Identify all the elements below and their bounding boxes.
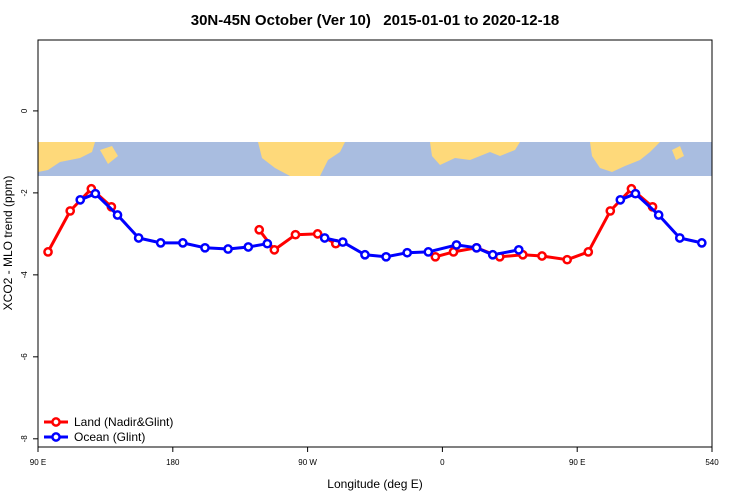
data-point [674, 233, 685, 243]
data-point [430, 251, 441, 262]
chart-title: 30N-45N October (Ver 10) 2015-01-01 to 2… [191, 12, 560, 29]
data-point [254, 224, 265, 235]
data-point [133, 233, 144, 243]
data-point [43, 247, 53, 257]
x-tick-label: 540 [705, 458, 719, 467]
plot-frame [37, 39, 713, 448]
y-axis-label: XCO2 - MLO trend (ppm) [1, 176, 15, 311]
legend-label: Ocean (Glint) [74, 430, 145, 444]
data-point [75, 194, 86, 205]
data-point [471, 242, 482, 253]
y-tick-label: 0 [20, 108, 29, 113]
data-point [243, 242, 254, 252]
y-tick-label: -6 [20, 353, 29, 361]
data-point [360, 249, 370, 260]
x-tick-label: 90 E [569, 458, 585, 467]
data-point [290, 229, 301, 240]
data-point [312, 229, 323, 239]
data-point [112, 210, 123, 220]
data-point [487, 249, 498, 260]
y-tick-label: -2 [20, 189, 29, 197]
data-point [337, 237, 348, 247]
data-point [402, 247, 413, 258]
data-point [155, 238, 166, 248]
data-point [269, 245, 280, 255]
data-point [653, 210, 664, 220]
y-tick-label: -4 [20, 271, 29, 279]
data-point [177, 238, 188, 248]
x-axis-label: Longitude (deg E) [327, 477, 422, 491]
data-point [262, 238, 273, 249]
data-point [319, 233, 330, 243]
data-point [381, 251, 391, 262]
data-point [630, 188, 641, 199]
data-point [537, 251, 547, 261]
data-point [696, 238, 707, 248]
data-point [583, 247, 594, 257]
data-point [65, 206, 76, 216]
series-line [79, 192, 703, 259]
data-point [562, 254, 573, 265]
y-tick-label: -8 [20, 435, 29, 443]
series-line [46, 187, 654, 262]
legend-marker [51, 417, 61, 427]
x-tick-label: 180 [166, 458, 180, 467]
data-point [90, 188, 101, 199]
data-point [513, 245, 524, 255]
data-point [615, 194, 626, 205]
data-point [200, 242, 210, 253]
legend-label: Land (Nadir&Glint) [74, 415, 173, 429]
data-point [423, 247, 434, 257]
data-point [223, 244, 233, 254]
legend-marker [51, 432, 61, 442]
data-point [605, 206, 616, 216]
world-map-band [38, 142, 712, 176]
x-tick-label: 0 [440, 458, 445, 467]
x-tick-label: 90 W [298, 458, 317, 467]
x-tick-label: 90 E [30, 458, 46, 467]
data-point [451, 240, 462, 250]
